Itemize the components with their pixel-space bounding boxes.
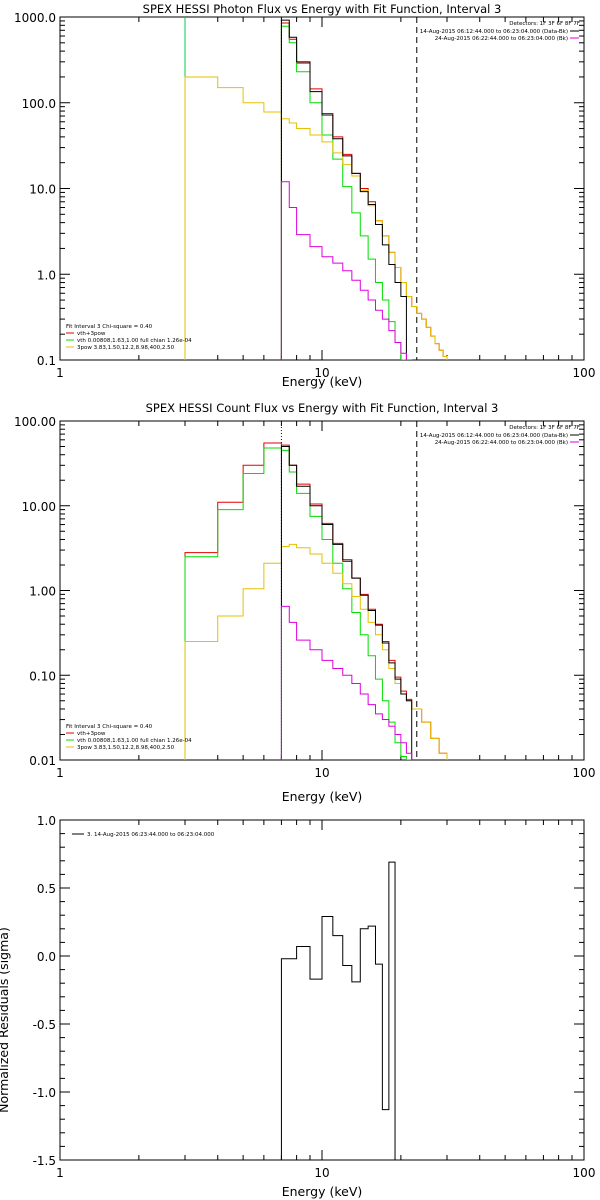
y-tick-label: -0.5 (33, 1018, 56, 1032)
y-tick-label: 0.5 (37, 882, 56, 896)
chart-panel-1: SPEX HESSI Photon Flux vs Energy with Fi… (14, 2, 595, 389)
fit-legend-entry: vth 0.00808,1.63,1.00 full chian 1.26e-0… (77, 338, 192, 344)
x-tick-label: 1 (56, 766, 64, 780)
x-tick-label: 1 (56, 1166, 64, 1180)
fit-legend-entry: vth+3pow (77, 331, 106, 337)
series-3pow (184, 76, 448, 360)
y-tick-label: 10.00 (22, 500, 56, 514)
y-tick-label: 100.00 (14, 415, 56, 429)
data-legend-entry: 14-Aug-2015 06:12:44.000 to 06:23:04.000… (420, 29, 568, 35)
chart-title: SPEX HESSI Photon Flux vs Energy with Fi… (143, 2, 502, 16)
fit-legend-entry: vth 0.00808,1.63,1.00 full chian 1.26e-0… (77, 738, 192, 744)
plot-frame (59, 420, 585, 761)
series-Data-Bk (280, 19, 407, 360)
y-tick-label: 1.0 (37, 268, 56, 282)
series-3pow (184, 543, 448, 760)
x-axis-label: Energy (keV) (282, 789, 363, 804)
y-tick-label: -1.5 (33, 1154, 56, 1168)
x-tick-label: 100 (573, 766, 596, 780)
data-legend-entry: 24-Aug-2015 06:22:44.000 to 06:23:04.000… (435, 36, 568, 42)
legend-entry: 3. 14-Aug-2015 06:23:44.000 to 06:23:04.… (87, 832, 215, 838)
fit-legend-entry: 3pow 3.83,1.50,12.2,8.98,400,2.50 (77, 745, 175, 751)
x-tick-label: 100 (573, 366, 596, 380)
fit-legend-entry: Fit Interval 3 Chi-square = 0.40 (66, 324, 153, 330)
x-axis-label: Energy (keV) (282, 374, 363, 389)
plot-frame (59, 819, 585, 1161)
y-tick-label: 1.00 (29, 585, 56, 599)
x-tick-label: 10 (314, 366, 329, 380)
y-tick-label: 100.0 (22, 97, 56, 111)
x-tick-label: 1 (56, 366, 64, 380)
series-vth+3pow (184, 442, 448, 760)
x-tick-label: 10 (314, 766, 329, 780)
chart-title: SPEX HESSI Count Flux vs Energy with Fit… (146, 401, 499, 415)
data-legend-entry: 24-Aug-2015 06:22:44.000 to 06:23:04.000… (435, 440, 568, 446)
y-tick-label: 1.0 (37, 814, 56, 828)
series-Data-Bk (280, 446, 413, 760)
y-tick-label: 1000.0 (14, 11, 56, 25)
plot-frame (59, 16, 585, 361)
series-vth (280, 25, 412, 360)
fit-legend-entry: 3pow 3.83,1.50,12.2,8.98,400,2.50 (77, 345, 175, 351)
series-vth (184, 447, 412, 760)
x-tick-label: 100 (573, 1166, 596, 1180)
y-tick-label: 0.01 (29, 754, 56, 768)
chart-panel-2: SPEX HESSI Count Flux vs Energy with Fit… (14, 401, 595, 804)
y-tick-label: 0.1 (37, 354, 56, 368)
data-legend-entry: 14-Aug-2015 06:12:44.000 to 06:23:04.000… (420, 433, 568, 439)
y-tick-label: 0.10 (29, 669, 56, 683)
series-Bk (280, 181, 412, 360)
y-tick-label: -1.0 (33, 1086, 56, 1100)
x-tick-label: 10 (314, 1166, 329, 1180)
fit-legend-entry: Fit Interval 3 Chi-square = 0.40 (66, 724, 153, 730)
y-tick-label: 0.0 (37, 950, 56, 964)
detectors-label: Detectors: 1F 3F 6F 8F 7F (509, 425, 580, 431)
chart-panel-3: 1 10 100 Energy (keV) -1.5 -1.0 -0.5 0.0 0.5 1.0 N… (0, 814, 595, 1199)
fit-legend-entry: vth+3pow (77, 731, 106, 737)
series-residuals (280, 861, 396, 1160)
series-Bk (280, 605, 413, 760)
y-tick-label: 10.0 (29, 183, 56, 197)
detectors-label: Detectors: 1F 3F 6F 8F 7F (509, 21, 580, 27)
x-axis-label: Energy (keV) (282, 1184, 363, 1199)
y-axis-label: Normalized Residuals (sigma) (0, 927, 11, 1113)
